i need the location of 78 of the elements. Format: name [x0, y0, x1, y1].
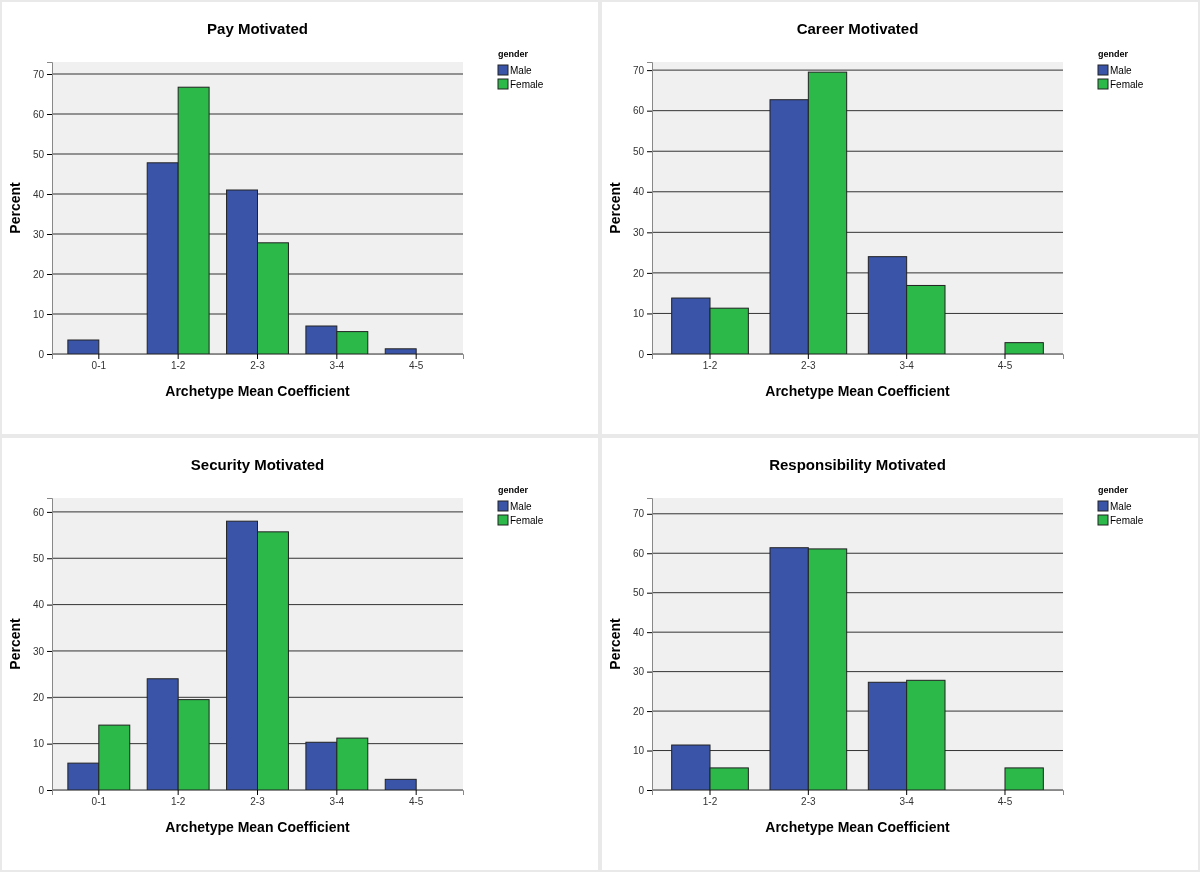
x-tick-label: 1-2 [702, 796, 718, 808]
x-axis-title: Archetype Mean Coefficient [765, 819, 951, 835]
y-tick-label: 60 [632, 105, 645, 117]
y-tick-label: 50 [32, 148, 45, 160]
y-tick-label: 60 [32, 108, 45, 120]
y-tick-label: 10 [32, 738, 45, 750]
legend-title: gender [1098, 485, 1129, 495]
y-tick-label: 70 [632, 64, 645, 76]
y-axis-title: Percent [607, 617, 623, 670]
legend-label: Male [1110, 65, 1133, 76]
bar [384, 348, 417, 355]
chart-title: Responsibility Motivated [769, 456, 946, 473]
y-tick-label: 60 [32, 506, 45, 518]
legend-title: gender [498, 485, 529, 495]
x-tick-label: 3-4 [899, 360, 915, 372]
y-tick-label: 70 [32, 68, 45, 80]
x-tick-label: 0-1 [91, 360, 107, 372]
x-tick-label: 4-5 [997, 796, 1013, 808]
legend-label: Male [510, 65, 533, 76]
chart-title: Pay Motivated [207, 20, 308, 37]
x-tick-label: 4-5 [408, 796, 424, 808]
chart-title: Career Motivated [796, 20, 919, 37]
y-tick-label: 50 [632, 587, 645, 599]
y-axis-title: Percent [7, 617, 23, 670]
y-tick-label: 70 [632, 508, 645, 520]
x-tick-label: 1-2 [170, 796, 186, 808]
bar [384, 778, 417, 791]
y-tick-label: 40 [632, 626, 645, 638]
x-tick-label: 2-3 [801, 796, 816, 808]
y-tick-label: 40 [32, 188, 45, 200]
x-tick-label: 3-4 [899, 796, 915, 808]
legend-title: gender [1098, 49, 1129, 59]
legend-label: Female [510, 79, 544, 90]
bar [1004, 767, 1044, 791]
x-tick-label: 3-4 [329, 360, 345, 372]
y-tick-label: 20 [32, 268, 45, 280]
y-tick-label: 0 [638, 348, 645, 360]
y-tick-label: 30 [632, 227, 645, 239]
x-tick-label: 1-2 [170, 360, 186, 372]
y-axis-title: Percent [607, 181, 623, 234]
y-tick-label: 0 [38, 784, 45, 796]
y-tick-label: 0 [38, 348, 45, 360]
y-tick-label: 30 [32, 645, 45, 657]
y-tick-label: 40 [32, 599, 45, 611]
legend-label: Male [510, 501, 533, 512]
x-tick-label: 3-4 [329, 796, 345, 808]
legend-label: Female [510, 515, 544, 526]
bar [67, 339, 100, 355]
y-tick-label: 10 [632, 308, 645, 320]
y-tick-label: 60 [632, 547, 645, 559]
y-tick-label: 10 [32, 308, 45, 320]
y-tick-label: 10 [632, 745, 645, 757]
x-tick-label: 2-3 [250, 796, 266, 808]
x-tick-label: 2-3 [250, 360, 266, 372]
x-tick-label: 4-5 [997, 360, 1013, 372]
y-tick-label: 20 [32, 692, 45, 703]
legend-label: Female [1110, 515, 1144, 526]
y-tick-label: 50 [632, 145, 645, 157]
y-tick-label: 20 [632, 267, 645, 279]
y-tick-label: 30 [32, 228, 45, 240]
y-tick-label: 50 [32, 552, 45, 564]
x-axis-title: Archetype Mean Coefficient [165, 819, 351, 835]
x-tick-label: 4-5 [408, 360, 424, 372]
y-tick-label: 30 [632, 666, 645, 678]
x-tick-label: 1-2 [702, 360, 718, 372]
x-tick-label: 2-3 [801, 360, 816, 372]
legend-title: gender [498, 49, 529, 59]
legend-label: Female [1110, 79, 1144, 90]
y-tick-label: 40 [632, 186, 645, 198]
chart-title: Security Motivated [190, 456, 325, 473]
y-tick-label: 20 [632, 705, 645, 717]
bar [1004, 342, 1044, 355]
x-axis-title: Archetype Mean Coefficient [165, 383, 351, 399]
x-tick-label: 0-1 [91, 796, 107, 808]
legend-label: Male [1110, 501, 1133, 512]
y-axis-title: Percent [7, 181, 23, 234]
x-axis-title: Archetype Mean Coefficient [765, 383, 951, 399]
y-tick-label: 0 [638, 784, 645, 796]
